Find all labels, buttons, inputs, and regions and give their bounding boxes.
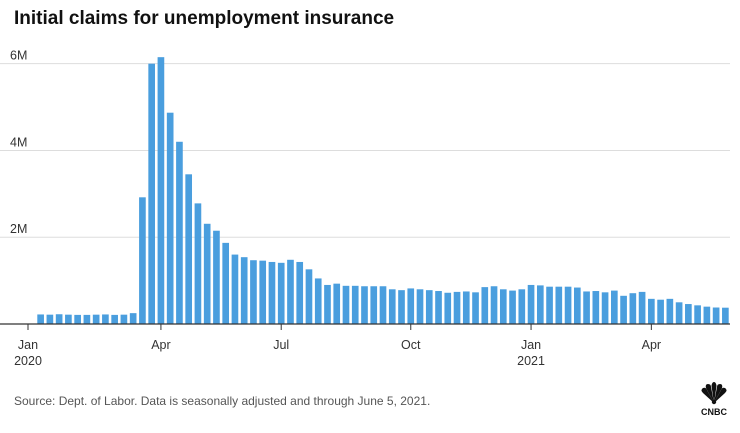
- bar: [601, 292, 609, 324]
- bar: [490, 286, 498, 324]
- y-tick-label: 2M: [10, 222, 27, 236]
- bar: [277, 262, 285, 324]
- bar: [333, 283, 341, 324]
- bar: [435, 291, 442, 324]
- bar: [102, 314, 109, 324]
- bar: [148, 63, 155, 325]
- bar: [638, 291, 646, 324]
- bar: [573, 287, 581, 324]
- gridlines: [0, 63, 730, 238]
- bar: [139, 197, 146, 324]
- bar: [527, 284, 535, 324]
- x-axis-labels: Jan 2020 Apr Jul Oct Jan 2021 Apr: [14, 338, 661, 368]
- bar: [176, 141, 183, 324]
- bar: [685, 304, 692, 324]
- bar: [564, 286, 572, 324]
- bar: [111, 314, 118, 324]
- source-note: Source: Dept. of Labor. Data is seasonal…: [14, 394, 431, 408]
- x-tick-label: Oct: [401, 338, 421, 352]
- bar: [611, 290, 618, 324]
- bar: [351, 285, 359, 324]
- bar: [166, 112, 174, 324]
- bar: [407, 288, 415, 324]
- x-tick-label: Jul: [273, 338, 289, 352]
- x-tick-label: Jan: [521, 338, 541, 352]
- bar: [203, 223, 211, 324]
- bar: [129, 313, 137, 324]
- y-axis-labels: 2M 4M 6M: [10, 49, 27, 237]
- bar: [703, 306, 711, 324]
- bar: [194, 203, 202, 324]
- bar: [555, 286, 563, 324]
- bar-chart: 2M 4M 6M Jan 2020 Apr Jul Oct Jan 2021 Apr: [0, 49, 730, 368]
- bars: [37, 57, 729, 325]
- logo-text: CNBC: [701, 407, 727, 417]
- bar: [37, 314, 44, 324]
- bar: [499, 289, 507, 324]
- bar: [222, 242, 230, 324]
- chart-title: Initial claims for unemployment insuranc…: [14, 8, 395, 29]
- y-tick-label: 4M: [10, 135, 27, 149]
- bar: [287, 259, 294, 324]
- bar: [83, 314, 91, 324]
- bar: [314, 278, 322, 324]
- bar: [666, 298, 674, 324]
- x-tick-year-label: 2020: [14, 354, 42, 368]
- bar: [185, 174, 193, 324]
- bar: [694, 305, 701, 324]
- bar: [657, 299, 664, 324]
- bar: [250, 260, 257, 324]
- bar: [546, 286, 553, 324]
- bar: [629, 293, 637, 324]
- bar: [305, 269, 313, 324]
- bar: [444, 292, 452, 324]
- bar: [462, 291, 470, 324]
- bar: [324, 284, 331, 324]
- bar: [379, 286, 387, 324]
- x-axis: [0, 323, 730, 330]
- bar: [509, 290, 516, 324]
- bar: [74, 314, 81, 324]
- bar: [370, 286, 378, 324]
- bar: [648, 298, 655, 324]
- bar: [65, 314, 72, 324]
- x-tick-label: Apr: [151, 338, 170, 352]
- bar: [296, 261, 304, 324]
- bar: [231, 254, 239, 324]
- bar: [472, 292, 479, 324]
- bar: [712, 307, 720, 324]
- y-tick-label: 6M: [10, 49, 27, 63]
- bar: [518, 289, 526, 324]
- cnbc-peacock-logo-icon: CNBC: [701, 382, 727, 417]
- bar: [259, 260, 267, 324]
- bar: [55, 314, 63, 324]
- bar: [240, 257, 248, 324]
- x-tick-label: Apr: [642, 338, 661, 352]
- bar: [453, 291, 461, 324]
- bar: [592, 291, 600, 324]
- bar: [213, 230, 220, 324]
- bar: [481, 287, 489, 324]
- bar: [268, 261, 276, 324]
- x-tick-label: Jan: [18, 338, 38, 352]
- bar: [388, 289, 396, 324]
- bar: [120, 314, 128, 324]
- bar: [536, 285, 544, 324]
- bar: [46, 314, 54, 324]
- bar: [620, 295, 627, 324]
- bar: [583, 291, 590, 324]
- bar: [157, 57, 165, 325]
- bar: [722, 307, 729, 324]
- bar: [398, 290, 405, 324]
- bar: [675, 302, 683, 324]
- bar: [92, 314, 100, 324]
- bar: [416, 289, 424, 324]
- x-tick-year-label: 2021: [517, 354, 545, 368]
- bar: [425, 290, 433, 324]
- bar: [342, 285, 350, 324]
- bar: [361, 286, 368, 324]
